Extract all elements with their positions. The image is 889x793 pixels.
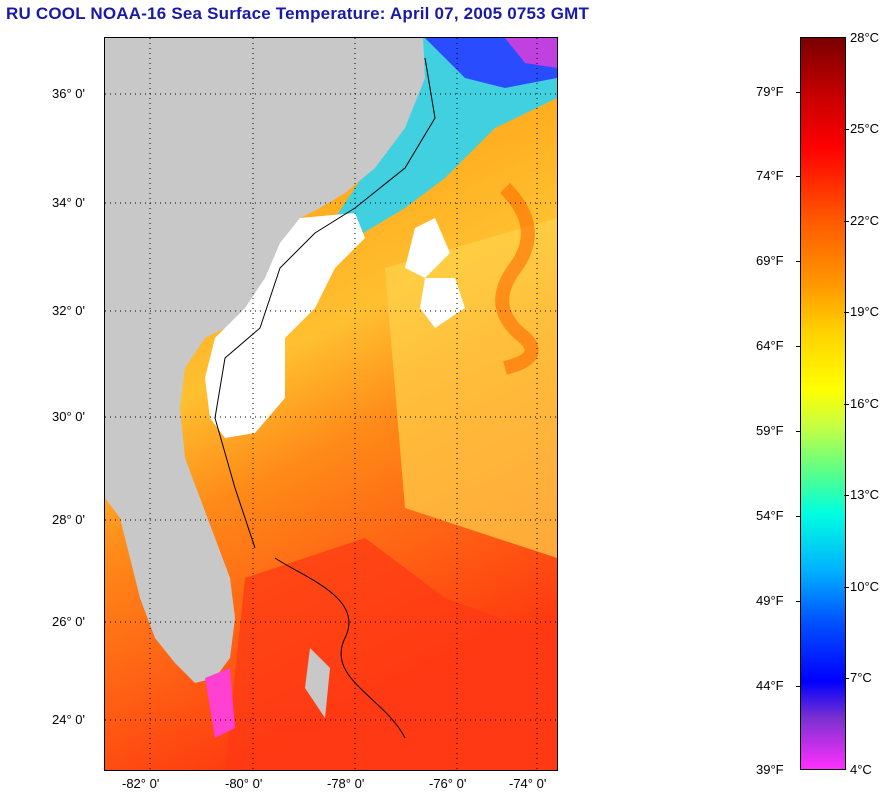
bahamas-island — [305, 648, 330, 718]
colorbar-tick — [796, 686, 801, 687]
gulf-stream-meander — [495, 183, 539, 375]
celsius-label: 4°C — [850, 762, 872, 777]
warm-southern-water — [225, 538, 557, 770]
colorbar-tick — [796, 176, 801, 177]
colorbar-tick — [844, 129, 849, 130]
cold-patch-keys — [205, 668, 235, 738]
lat-label: 28° 0' — [52, 512, 85, 527]
celsius-label: 22°C — [850, 213, 880, 228]
cloud-cover-coastal — [205, 213, 365, 438]
fahrenheit-label: 74°F — [756, 168, 784, 183]
colorbar-tick — [844, 495, 849, 496]
fahrenheit-label: 39°F — [756, 762, 784, 777]
sst-map-canvas — [105, 38, 557, 770]
celsius-label: 7°C — [850, 670, 872, 685]
cold-shelf-water — [335, 38, 557, 238]
colorbar-tick — [796, 601, 801, 602]
colorbar-tick — [796, 92, 801, 93]
lon-label: -74° 0' — [509, 776, 547, 791]
bank-contour — [274, 557, 406, 739]
lat-label: 36° 0' — [52, 86, 85, 101]
celsius-label: 16°C — [850, 396, 880, 411]
colorbar-tick — [844, 404, 849, 405]
lat-label: 32° 0' — [52, 303, 85, 318]
colorbar-tick — [844, 221, 849, 222]
colorbar-tick — [796, 431, 801, 432]
coldest-water — [505, 38, 557, 68]
land-area — [105, 38, 425, 683]
celsius-label: 10°C — [850, 579, 880, 594]
fahrenheit-label: 64°F — [756, 338, 784, 353]
lat-label: 30° 0' — [52, 409, 85, 424]
celsius-label: 19°C — [850, 304, 880, 319]
fahrenheit-label: 44°F — [756, 678, 784, 693]
temperature-colorbar — [800, 37, 846, 770]
lat-label: 34° 0' — [52, 195, 85, 210]
celsius-label: 25°C — [850, 121, 880, 136]
lon-label: -82° 0' — [122, 776, 160, 791]
colorbar-tick — [844, 678, 849, 679]
colorbar-tick — [844, 312, 849, 313]
fahrenheit-label: 69°F — [756, 253, 784, 268]
colorbar-tick — [796, 261, 801, 262]
colorbar-tick — [796, 516, 801, 517]
isobath-contour — [214, 57, 436, 549]
lon-label: -78° 0' — [327, 776, 365, 791]
fahrenheit-label: 49°F — [756, 593, 784, 608]
fahrenheit-label: 54°F — [756, 508, 784, 523]
lon-label: -80° 0' — [225, 776, 263, 791]
celsius-label: 13°C — [850, 487, 880, 502]
fahrenheit-label: 59°F — [756, 423, 784, 438]
cloud-cover-offshore — [405, 218, 450, 278]
lon-label: -76° 0' — [429, 776, 467, 791]
colorbar-tick — [796, 346, 801, 347]
celsius-label: 28°C — [850, 30, 880, 45]
lat-label: 24° 0' — [52, 712, 85, 727]
sst-map — [104, 37, 558, 771]
colorbar-tick — [844, 587, 849, 588]
map-title: RU COOL NOAA-16 Sea Surface Temperature:… — [6, 4, 590, 23]
graticule — [105, 38, 557, 770]
fahrenheit-label: 79°F — [756, 84, 784, 99]
lat-label: 26° 0' — [52, 614, 85, 629]
cloud-cover-offshore-2 — [420, 278, 465, 328]
